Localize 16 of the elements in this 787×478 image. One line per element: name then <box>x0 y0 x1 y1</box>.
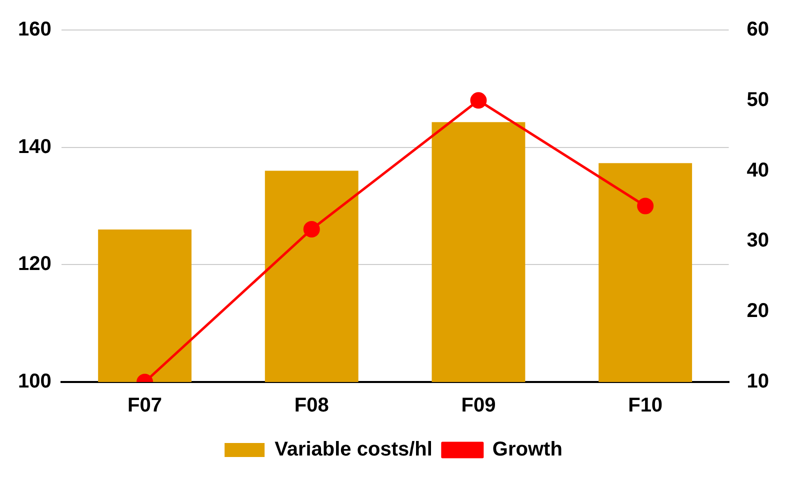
x-tick-label: F07 <box>128 394 162 417</box>
x-tick-label: F08 <box>294 394 329 417</box>
y2-tick-label: 60 <box>746 18 770 41</box>
legend-label: Variable costs/hl <box>274 438 432 461</box>
x-tick-label: F09 <box>461 394 496 417</box>
y2-tick-label: 10 <box>746 370 770 393</box>
y2-tick-label: 40 <box>746 159 770 182</box>
x-tick-label: F10 <box>628 394 663 417</box>
y-tick-label: 140 <box>18 136 52 158</box>
y-tick-label: 120 <box>18 253 52 276</box>
legend-label: Growth <box>492 438 562 461</box>
y-tick-label: 100 <box>18 370 52 393</box>
y2-tick-label: 20 <box>746 300 770 322</box>
y2-tick-label: 30 <box>746 230 770 252</box>
y2-tick-label: 50 <box>746 88 770 111</box>
y-tick-label: 160 <box>18 18 52 41</box>
